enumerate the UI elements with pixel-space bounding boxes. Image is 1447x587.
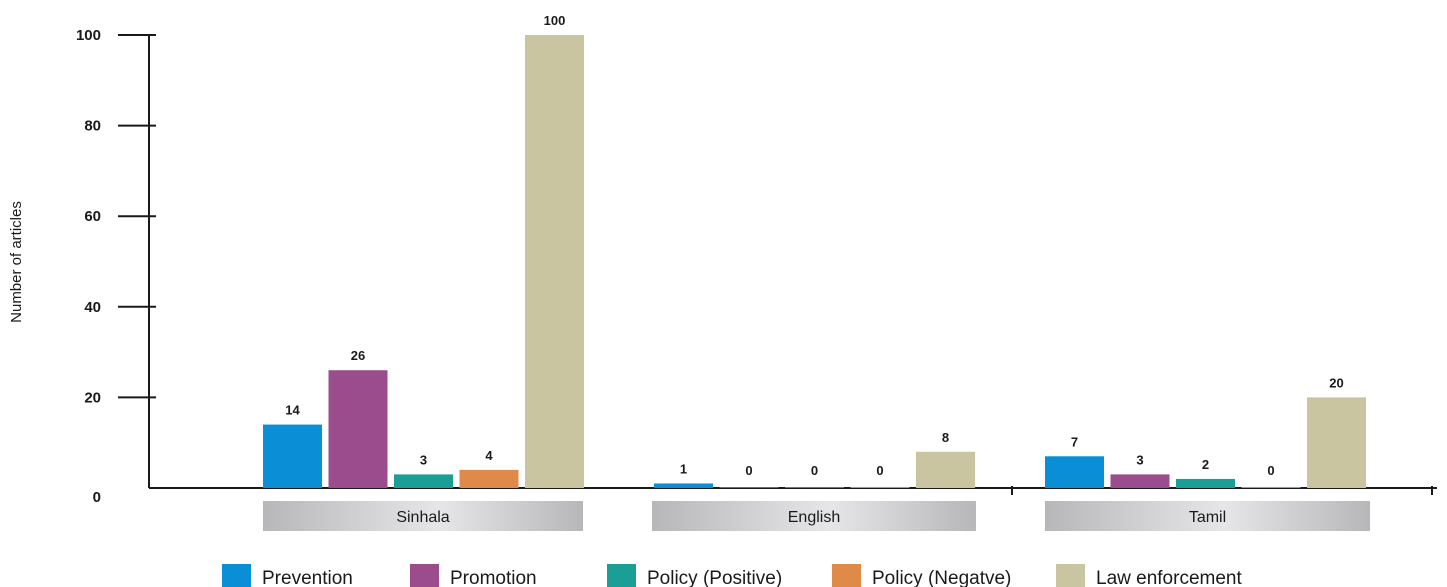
bar: [394, 474, 453, 488]
bar: [916, 451, 975, 488]
bar: [1307, 397, 1366, 488]
x-tick-label: English: [788, 509, 840, 526]
legend-swatch: [222, 564, 251, 587]
data-label: 1: [680, 461, 687, 476]
bar: [328, 370, 388, 488]
y-axis-label: Number of articles: [8, 201, 25, 323]
data-label: 3: [420, 452, 427, 467]
x-tick-label: Tamil: [1189, 509, 1226, 526]
data-label: 100: [544, 13, 566, 28]
bar: [850, 487, 910, 488]
category-band: [1045, 501, 1370, 531]
bar: [654, 483, 713, 488]
data-label: 0: [811, 463, 818, 478]
bar: [1241, 487, 1301, 488]
bar: [459, 469, 519, 488]
bar: [785, 487, 844, 488]
y-tick-label: 60: [84, 208, 101, 225]
legend-swatch: [1056, 564, 1085, 587]
data-label: 14: [285, 403, 300, 418]
bar: [263, 424, 322, 488]
y-tick-label: 80: [84, 118, 101, 135]
legend-label: Promotion: [450, 568, 537, 587]
y-tick-label: 20: [84, 389, 101, 406]
legend-swatch: [410, 564, 439, 587]
data-label: 0: [1267, 463, 1274, 478]
x-tick-label: Sinhala: [396, 509, 449, 526]
legend: Prevention Promotion Policy (Positive) Poli…: [222, 564, 1242, 587]
legend-swatch: [832, 564, 861, 587]
y-tick-label: 40: [84, 299, 101, 316]
data-label: 8: [942, 430, 949, 445]
bar: [1176, 478, 1235, 488]
legend-label: Policy (Positive): [647, 568, 782, 587]
data-label: 4: [485, 448, 493, 463]
data-label: 26: [351, 348, 365, 363]
category-band: [263, 501, 583, 531]
data-label: 0: [745, 463, 752, 478]
bar: [1110, 474, 1170, 488]
data-label: 2: [1202, 457, 1209, 472]
data-label: 20: [1329, 375, 1343, 390]
legend-label: Prevention: [262, 568, 353, 587]
data-label: 7: [1071, 434, 1078, 449]
data-label: 3: [1136, 452, 1143, 467]
data-label: 0: [876, 463, 883, 478]
legend-label: Policy (Negatve): [872, 568, 1011, 587]
bar: [525, 35, 584, 488]
y-tick-label: 0: [93, 489, 101, 506]
bar: [719, 487, 779, 488]
bar: [1045, 456, 1104, 488]
y-tick-label: 100: [76, 27, 101, 44]
category-band: [652, 501, 976, 531]
legend-swatch: [607, 564, 636, 587]
category-labels: Sinhala English Tamil: [263, 501, 1370, 531]
legend-label: Law enforcement: [1096, 568, 1242, 587]
